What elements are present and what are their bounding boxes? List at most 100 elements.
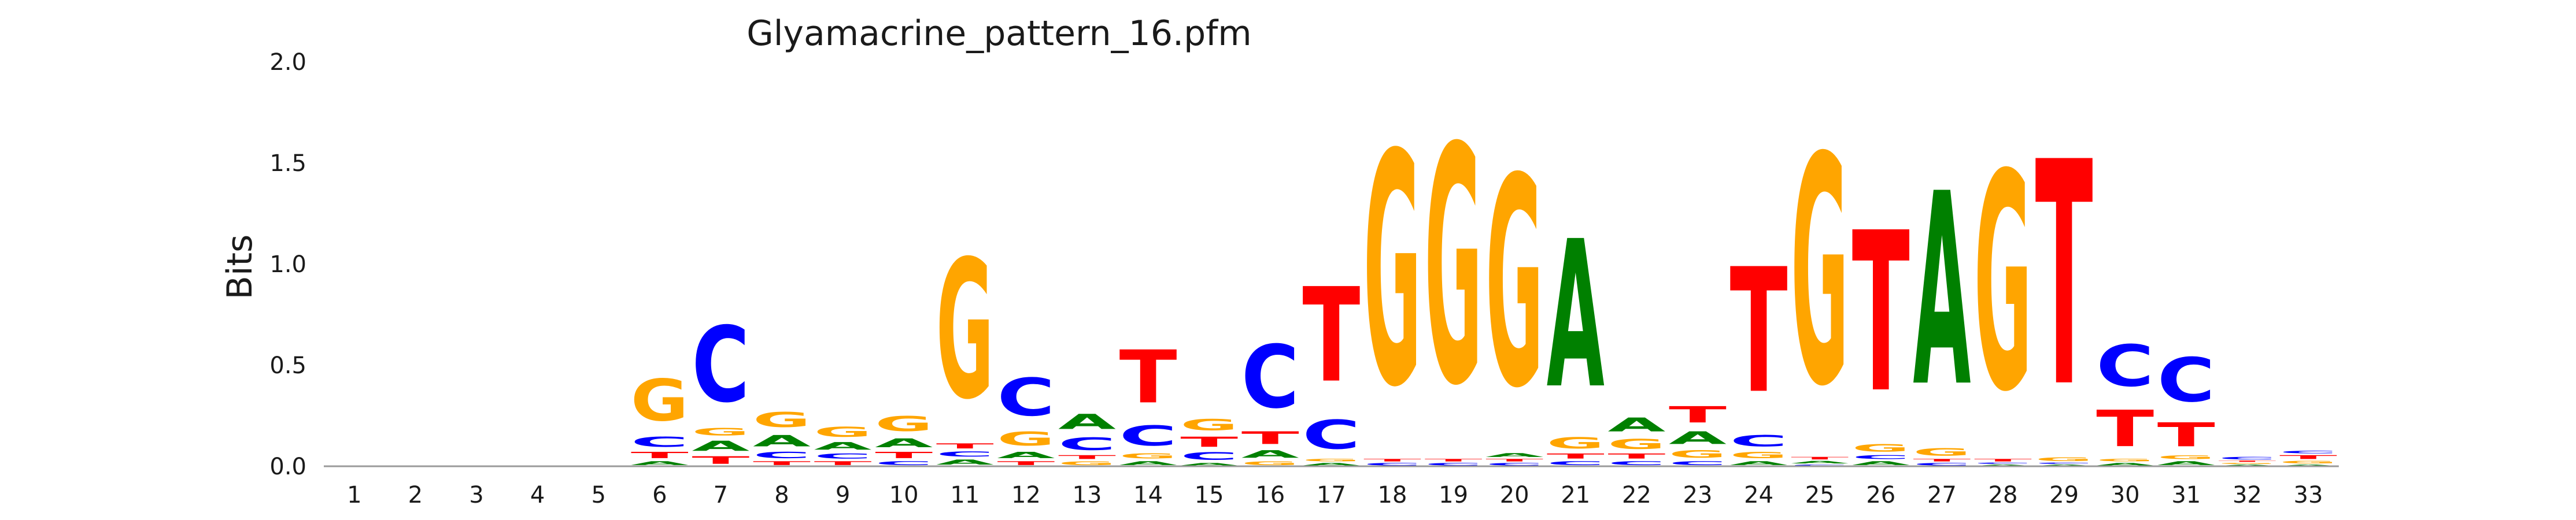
letter-t: T bbox=[814, 460, 872, 466]
letter-g: G bbox=[1547, 434, 1605, 452]
letter-a: A bbox=[936, 458, 994, 466]
letter-a: A bbox=[1241, 448, 1299, 460]
letter-g: G bbox=[997, 428, 1055, 450]
letter-a: A bbox=[1791, 460, 1849, 465]
x-tick-label: 16 bbox=[1255, 482, 1285, 508]
letter-c: C bbox=[997, 368, 1055, 428]
y-tick-label: 0.5 bbox=[269, 352, 306, 379]
x-tick-label: 11 bbox=[950, 482, 980, 508]
letter-c: C bbox=[631, 434, 689, 450]
letter-a: A bbox=[753, 432, 811, 450]
letter-a: A bbox=[1180, 462, 1238, 466]
letter-g: G bbox=[1119, 452, 1177, 460]
x-tick-label: 18 bbox=[1378, 482, 1407, 508]
letter-t: T bbox=[936, 442, 994, 450]
x-tick-label: 22 bbox=[1622, 482, 1651, 508]
letter-t: T bbox=[1485, 458, 1543, 462]
letter-c: C bbox=[1485, 462, 1543, 466]
letter-c: C bbox=[2218, 456, 2276, 460]
logo-letters: ATCGTAGCTCAGTCAGCTAGACTGTAGCGTCAAGCTACTG… bbox=[631, 79, 2338, 466]
y-tick-label: 0.0 bbox=[269, 454, 306, 480]
letter-g: G bbox=[2157, 454, 2215, 460]
letter-c: C bbox=[1425, 462, 1483, 466]
chart-title: Glyamacrine_pattern_16.pfm bbox=[746, 13, 1251, 54]
letter-c: C bbox=[1363, 462, 1421, 466]
x-tick-label: 13 bbox=[1073, 482, 1102, 508]
letter-a: A bbox=[997, 450, 1055, 460]
letter-a: A bbox=[2096, 462, 2154, 466]
letter-g: G bbox=[1852, 442, 1910, 454]
letter-c: C bbox=[1852, 454, 1910, 460]
letter-g: G bbox=[1485, 117, 1543, 451]
letter-t: T bbox=[2096, 400, 2154, 458]
x-tick-label: 7 bbox=[714, 482, 728, 508]
letter-a: A bbox=[631, 460, 689, 466]
letter-c: C bbox=[875, 460, 933, 466]
letter-g: G bbox=[875, 412, 933, 436]
letter-t: T bbox=[1119, 335, 1177, 419]
letter-a: A bbox=[814, 440, 872, 452]
letter-c: C bbox=[1547, 460, 1605, 466]
letter-a: A bbox=[1547, 198, 1605, 433]
letter-t: T bbox=[1180, 434, 1238, 450]
letter-g: G bbox=[1730, 450, 1788, 460]
x-tick-label: 17 bbox=[1317, 482, 1346, 508]
y-tick-label: 1.0 bbox=[269, 251, 306, 278]
letter-g: G bbox=[692, 426, 749, 438]
letter-c: C bbox=[1607, 460, 1665, 466]
letter-g: G bbox=[2096, 458, 2154, 462]
letter-t: T bbox=[2218, 460, 2276, 462]
letter-c: C bbox=[753, 450, 811, 460]
x-tick-label: 29 bbox=[2049, 482, 2079, 508]
letter-g: G bbox=[1607, 436, 1665, 452]
letter-a: A bbox=[1974, 464, 2032, 466]
letter-a: A bbox=[1852, 460, 1910, 466]
letter-g: G bbox=[2279, 460, 2337, 465]
letter-c: C bbox=[2096, 333, 2154, 400]
letter-g: G bbox=[753, 408, 811, 432]
y-axis-label: Bits bbox=[220, 235, 260, 300]
x-tick-label: 23 bbox=[1683, 482, 1713, 508]
x-tick-label: 4 bbox=[530, 482, 545, 508]
letter-c: C bbox=[1119, 420, 1177, 452]
letter-t: T bbox=[1974, 458, 2032, 462]
x-tick-label: 25 bbox=[1805, 482, 1835, 508]
letter-t: T bbox=[2279, 454, 2337, 460]
letter-t: T bbox=[2035, 98, 2094, 455]
letter-g: G bbox=[1974, 112, 2032, 458]
letter-g: G bbox=[936, 220, 994, 441]
letter-t: T bbox=[1669, 402, 1727, 428]
letter-a: A bbox=[2218, 464, 2276, 466]
letter-a: A bbox=[1669, 428, 1727, 448]
x-tick-label: 6 bbox=[652, 482, 667, 508]
letter-g: G bbox=[1425, 79, 1483, 457]
letter-g: G bbox=[1241, 460, 1299, 466]
letter-c: C bbox=[2279, 450, 2337, 454]
letter-g: G bbox=[2218, 462, 2276, 464]
letter-t: T bbox=[1730, 233, 1788, 432]
letter-t: T bbox=[1791, 456, 1849, 460]
letter-c: C bbox=[1913, 462, 1971, 466]
letter-t: T bbox=[1302, 260, 1360, 411]
x-tick-label: 15 bbox=[1195, 482, 1224, 508]
letter-t: T bbox=[1425, 458, 1483, 462]
x-tick-label: 33 bbox=[2294, 482, 2323, 508]
letter-a: A bbox=[2035, 464, 2093, 466]
y-tick-label: 2.0 bbox=[269, 49, 306, 76]
letter-c: C bbox=[692, 304, 749, 426]
letter-a: A bbox=[2157, 460, 2215, 466]
letter-a: A bbox=[2279, 464, 2337, 466]
x-tick-label: 14 bbox=[1133, 482, 1163, 508]
x-tick-label: 31 bbox=[2171, 482, 2201, 508]
letter-g: G bbox=[1669, 448, 1727, 460]
x-tick-label: 24 bbox=[1744, 482, 1773, 508]
x-tick-label: 3 bbox=[469, 482, 483, 508]
x-tick-label: 27 bbox=[1927, 482, 1957, 508]
letter-t: T bbox=[1058, 454, 1116, 460]
letter-a: A bbox=[1302, 462, 1360, 466]
x-tick-label: 12 bbox=[1011, 482, 1041, 508]
letter-c: C bbox=[1058, 434, 1116, 454]
letter-t: T bbox=[692, 454, 749, 466]
letter-c: C bbox=[1302, 412, 1360, 458]
letter-t: T bbox=[2157, 416, 2215, 454]
